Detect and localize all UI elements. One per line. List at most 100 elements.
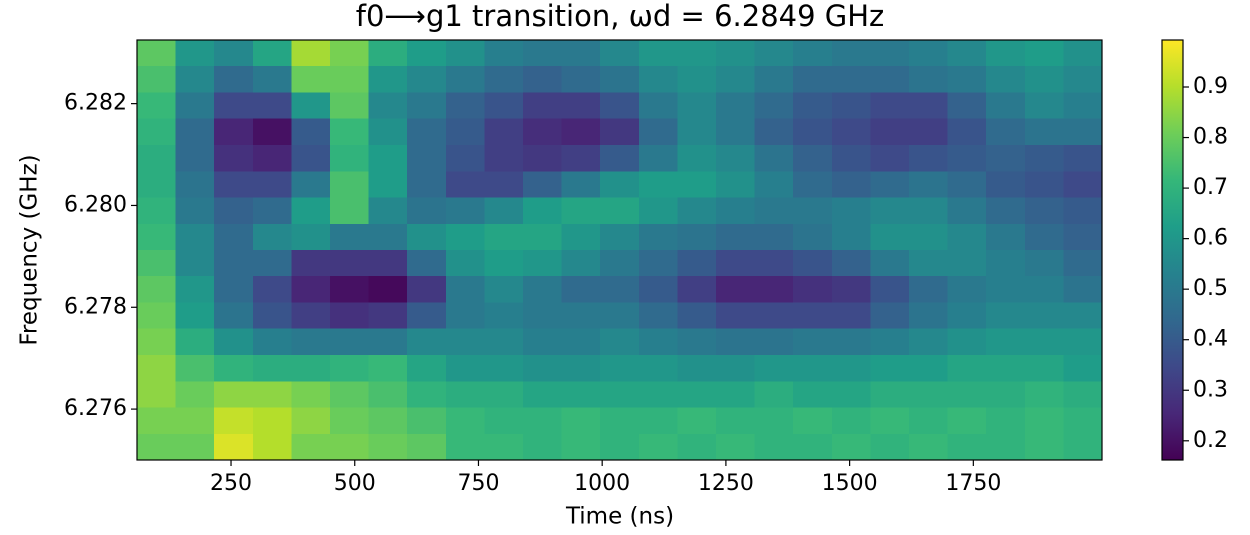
heatmap-cell <box>986 223 1026 251</box>
colorbar-tick-label: 0.5 <box>1193 276 1228 301</box>
heatmap-cell <box>330 381 370 409</box>
heatmap-cell <box>330 66 370 94</box>
heatmap-cell <box>831 92 871 120</box>
heatmap-cell <box>638 118 678 146</box>
heatmap-cell <box>870 223 910 251</box>
heatmap-cell <box>523 144 563 172</box>
heatmap-cell <box>831 355 871 382</box>
heatmap-cell <box>638 197 678 225</box>
heatmap-cell <box>484 118 524 146</box>
heatmap-cell <box>1024 223 1064 251</box>
heatmap-cell <box>677 92 717 120</box>
heatmap-cell <box>484 302 524 330</box>
heatmap-cell <box>986 250 1026 277</box>
heatmap-cell <box>754 302 794 330</box>
heatmap-cell <box>561 171 601 199</box>
heatmap-cell <box>831 223 871 251</box>
heatmap-cell <box>175 302 215 330</box>
heatmap-cell <box>1024 66 1064 94</box>
heatmap-cell <box>137 144 177 172</box>
heatmap-cell <box>677 118 717 146</box>
heatmap-cell <box>368 328 408 356</box>
heatmap-cell <box>677 302 717 330</box>
heatmap-cell <box>252 197 292 225</box>
heatmap-cell <box>407 223 447 251</box>
heatmap-cell <box>407 433 447 460</box>
heatmap-cell <box>1063 118 1102 146</box>
heatmap-cell <box>484 197 524 225</box>
heatmap-cell <box>600 328 640 356</box>
heatmap-cell <box>831 302 871 330</box>
heatmap-cell <box>716 250 756 277</box>
heatmap-cell <box>638 407 678 435</box>
heatmap-cell <box>484 66 524 94</box>
heatmap-cell <box>600 276 640 304</box>
heatmap-cell <box>1063 328 1102 356</box>
heatmap-cell <box>909 328 949 356</box>
heatmap-cell <box>291 40 331 67</box>
heatmap-cell <box>407 381 447 409</box>
heatmap-cell <box>523 223 563 251</box>
heatmap-cell <box>407 197 447 225</box>
heatmap-cell <box>947 197 987 225</box>
heatmap-cell <box>330 407 370 435</box>
heatmap-cell <box>214 250 254 277</box>
heatmap-cell <box>909 381 949 409</box>
heatmap-cell <box>214 407 254 435</box>
heatmap-cell <box>600 171 640 199</box>
heatmap-cell <box>677 355 717 382</box>
colorbar <box>1161 39 1184 461</box>
heatmap-cell <box>1024 144 1064 172</box>
heatmap-cell <box>638 92 678 120</box>
heatmap-cell <box>523 302 563 330</box>
heatmap-cell <box>677 250 717 277</box>
heatmap-cell <box>716 328 756 356</box>
heatmap-cell <box>291 355 331 382</box>
heatmap-cell <box>523 40 563 67</box>
heatmap-cell <box>947 381 987 409</box>
heatmap-cell <box>137 276 177 304</box>
heatmap-cell <box>870 433 910 460</box>
heatmap-cell <box>484 223 524 251</box>
heatmap-cell <box>291 328 331 356</box>
x-tick-label: 1500 <box>822 471 878 496</box>
heatmap-cell <box>561 250 601 277</box>
heatmap-cell <box>947 118 987 146</box>
heatmap-cell <box>1063 433 1102 460</box>
heatmap-cell <box>831 250 871 277</box>
heatmap-cell <box>1024 171 1064 199</box>
heatmap-cell <box>407 328 447 356</box>
heatmap-cell <box>754 66 794 94</box>
heatmap-cell <box>368 276 408 304</box>
heatmap-cell <box>600 433 640 460</box>
heatmap-cell <box>638 223 678 251</box>
heatmap-cell <box>137 328 177 356</box>
heatmap-cell <box>831 433 871 460</box>
heatmap-cell <box>986 328 1026 356</box>
heatmap-cell <box>909 302 949 330</box>
heatmap-cell <box>523 276 563 304</box>
heatmap-cell <box>716 118 756 146</box>
heatmap-cell <box>368 40 408 67</box>
heatmap-cell <box>523 328 563 356</box>
heatmap-cell <box>137 171 177 199</box>
heatmap-cell <box>677 40 717 67</box>
heatmap-cell <box>1024 118 1064 146</box>
heatmap-cell <box>831 197 871 225</box>
heatmap-cell <box>870 250 910 277</box>
heatmap-cell <box>986 197 1026 225</box>
heatmap-cell <box>754 276 794 304</box>
heatmap-cell <box>1063 144 1102 172</box>
heatmap-cell <box>561 355 601 382</box>
heatmap-cell <box>716 66 756 94</box>
heatmap-cell <box>638 66 678 94</box>
heatmap-cell <box>407 355 447 382</box>
heatmap-cell <box>947 433 987 460</box>
heatmap-cell <box>716 407 756 435</box>
heatmap-cell <box>754 118 794 146</box>
heatmap-cell <box>986 144 1026 172</box>
heatmap-cell <box>484 328 524 356</box>
heatmap-cell <box>831 328 871 356</box>
heatmap-cell <box>716 381 756 409</box>
heatmap-cell <box>600 118 640 146</box>
